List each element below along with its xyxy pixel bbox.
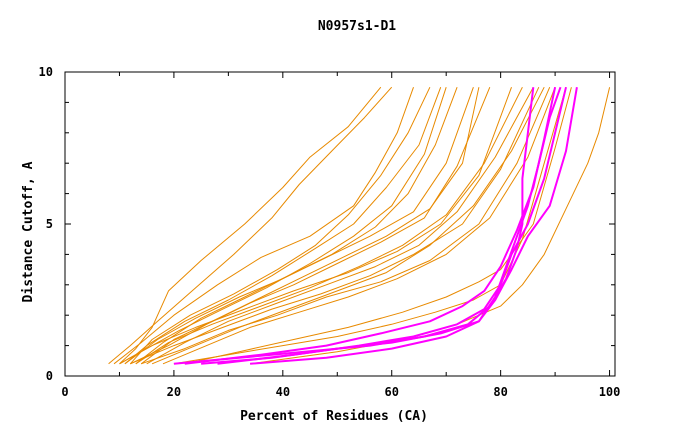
x-tick-label: 80 bbox=[493, 385, 507, 399]
y-tick-label: 5 bbox=[46, 217, 53, 231]
orange-series-line bbox=[129, 86, 431, 365]
x-tick-label: 60 bbox=[385, 385, 399, 399]
x-tick-label: 20 bbox=[167, 385, 181, 399]
orange-series-line bbox=[184, 87, 572, 365]
orange-series-line bbox=[130, 86, 540, 365]
magenta-series-line bbox=[250, 87, 578, 365]
magenta-series-line bbox=[184, 86, 557, 365]
orange-series-line bbox=[140, 87, 480, 365]
magenta-series-line bbox=[217, 86, 567, 365]
orange-series-line bbox=[113, 87, 414, 365]
x-tick-label: 0 bbox=[61, 385, 68, 399]
orange-series-line bbox=[119, 87, 512, 365]
orange-series-line bbox=[119, 86, 382, 365]
orange-series-line bbox=[173, 87, 567, 365]
x-tick-label: 100 bbox=[599, 385, 621, 399]
orange-series-line bbox=[146, 86, 534, 365]
orange-series-line bbox=[124, 87, 474, 365]
orange-series-line bbox=[151, 86, 545, 365]
orange-series-line bbox=[130, 87, 491, 365]
axis-ticks: 0 20 40 60 80 100 0 5 10 bbox=[39, 65, 621, 399]
series-group bbox=[108, 86, 611, 365]
orange-series-line bbox=[108, 86, 393, 365]
orange-series-line bbox=[141, 87, 551, 365]
orange-series-line bbox=[162, 87, 556, 365]
y-tick-label: 10 bbox=[39, 65, 53, 79]
x-tick-label: 40 bbox=[276, 385, 290, 399]
orange-series-line bbox=[135, 86, 523, 365]
chart-title: N0957s1-D1 bbox=[318, 19, 396, 34]
y-tick-label: 0 bbox=[46, 369, 53, 383]
y-axis-label: Distance Cutoff, A bbox=[21, 161, 36, 302]
orange-series-line bbox=[124, 87, 442, 365]
x-axis-label: Percent of Residues (CA) bbox=[240, 409, 428, 424]
